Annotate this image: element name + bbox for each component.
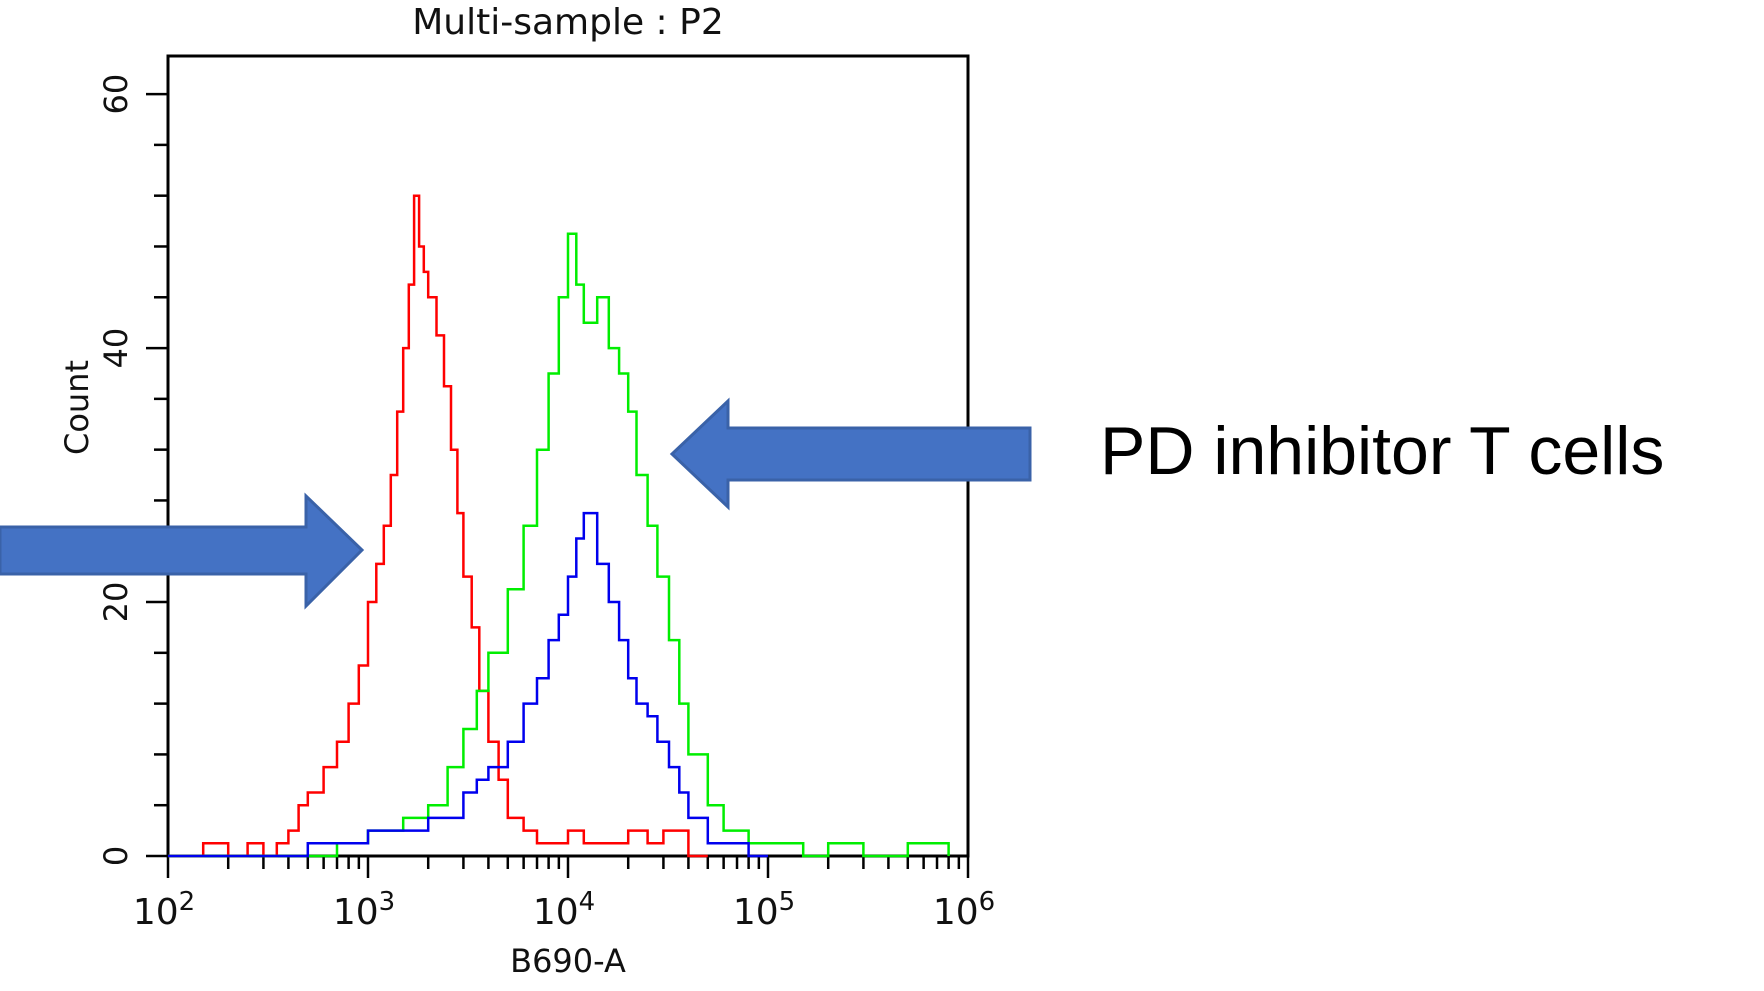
- y-tick-label: 40: [97, 328, 135, 369]
- histogram-series-2: [168, 232, 950, 858]
- y-axis-ticks: 0 20 40 60: [97, 74, 168, 866]
- histogram-series-3: [168, 511, 768, 858]
- x-tick-exponent: 2: [179, 887, 196, 917]
- histogram-series-1: [168, 194, 708, 858]
- chart-title: Multi-sample : P2: [412, 2, 724, 43]
- y-tick-label: 20: [97, 582, 135, 623]
- annotation-arrows: [0, 397, 1032, 610]
- x-tick-mantissa: 10: [333, 892, 379, 933]
- x-tick-label: 105: [733, 887, 795, 933]
- right-arrow-shape: [669, 397, 1032, 511]
- x-tick-mantissa: 10: [733, 892, 779, 933]
- x-axis-label: B690-A: [510, 942, 626, 980]
- x-tick-exponent: 4: [579, 887, 596, 917]
- x-tick-label: 106: [933, 887, 995, 933]
- series-layer: [168, 194, 950, 858]
- x-tick-label: 103: [333, 887, 395, 933]
- x-tick-mantissa: 10: [133, 892, 179, 933]
- x-tick-label: 102: [133, 887, 195, 933]
- x-tick-exponent: 3: [379, 887, 396, 917]
- x-tick-exponent: 6: [979, 887, 996, 917]
- x-tick-mantissa: 10: [533, 892, 579, 933]
- x-axis-ticks: 102 103 104 105 106: [133, 856, 995, 933]
- y-tick-label: 60: [97, 74, 135, 115]
- left-arrow-shape: [0, 492, 365, 610]
- x-tick-mantissa: 10: [933, 892, 979, 933]
- x-tick-exponent: 5: [779, 887, 796, 917]
- annotation-label: PD inhibitor T cells: [1100, 413, 1665, 489]
- x-tick-label: 104: [533, 887, 595, 933]
- y-tick-label: 0: [97, 846, 135, 866]
